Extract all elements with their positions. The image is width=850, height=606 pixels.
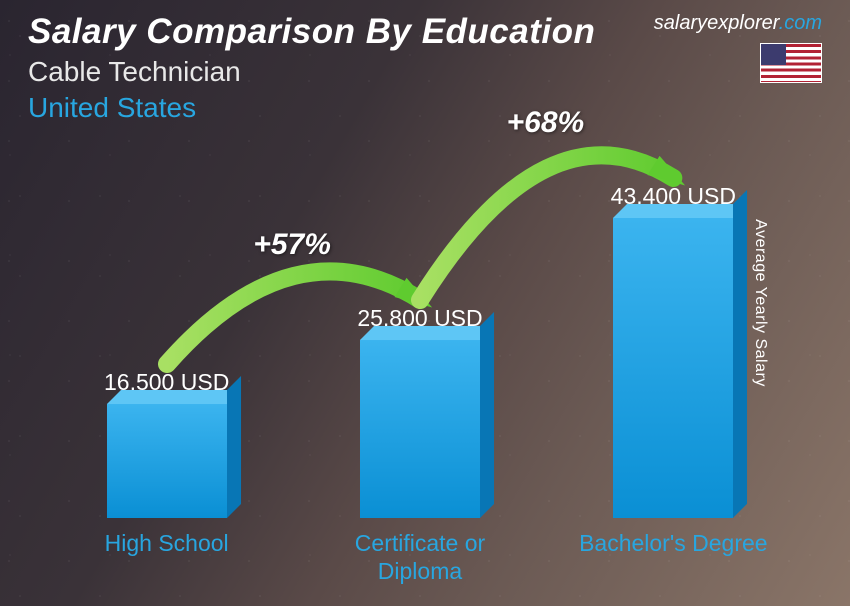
flag-icon (760, 43, 822, 83)
bar-category-label: High School (105, 530, 229, 586)
brand-suffix: .com (779, 12, 822, 34)
brand-area: salaryexplorer.com (654, 12, 822, 83)
country-label: United States (28, 92, 595, 124)
job-subtitle: Cable Technician (28, 56, 595, 88)
bar (107, 404, 227, 518)
title-block: Salary Comparison By Education Cable Tec… (28, 12, 595, 124)
bar-group: 43,400 USDBachelor's Degree (573, 183, 773, 586)
bar (360, 340, 480, 518)
bar (613, 218, 733, 518)
bar-chart: 16,500 USDHigh School 25,800 USDCertifica… (40, 150, 800, 586)
bar-category-label: Certificate or Diploma (320, 530, 520, 586)
main-title: Salary Comparison By Education (28, 12, 595, 52)
brand-name: salaryexplorer (654, 12, 779, 34)
header: Salary Comparison By Education Cable Tec… (28, 12, 822, 124)
bar-category-label: Bachelor's Degree (579, 530, 768, 586)
bar-group: 25,800 USDCertificate or Diploma (320, 305, 520, 586)
y-axis-label: Average Yearly Salary (751, 219, 769, 387)
bar-group: 16,500 USDHigh School (67, 369, 267, 586)
brand-logo: salaryexplorer.com (654, 12, 822, 35)
